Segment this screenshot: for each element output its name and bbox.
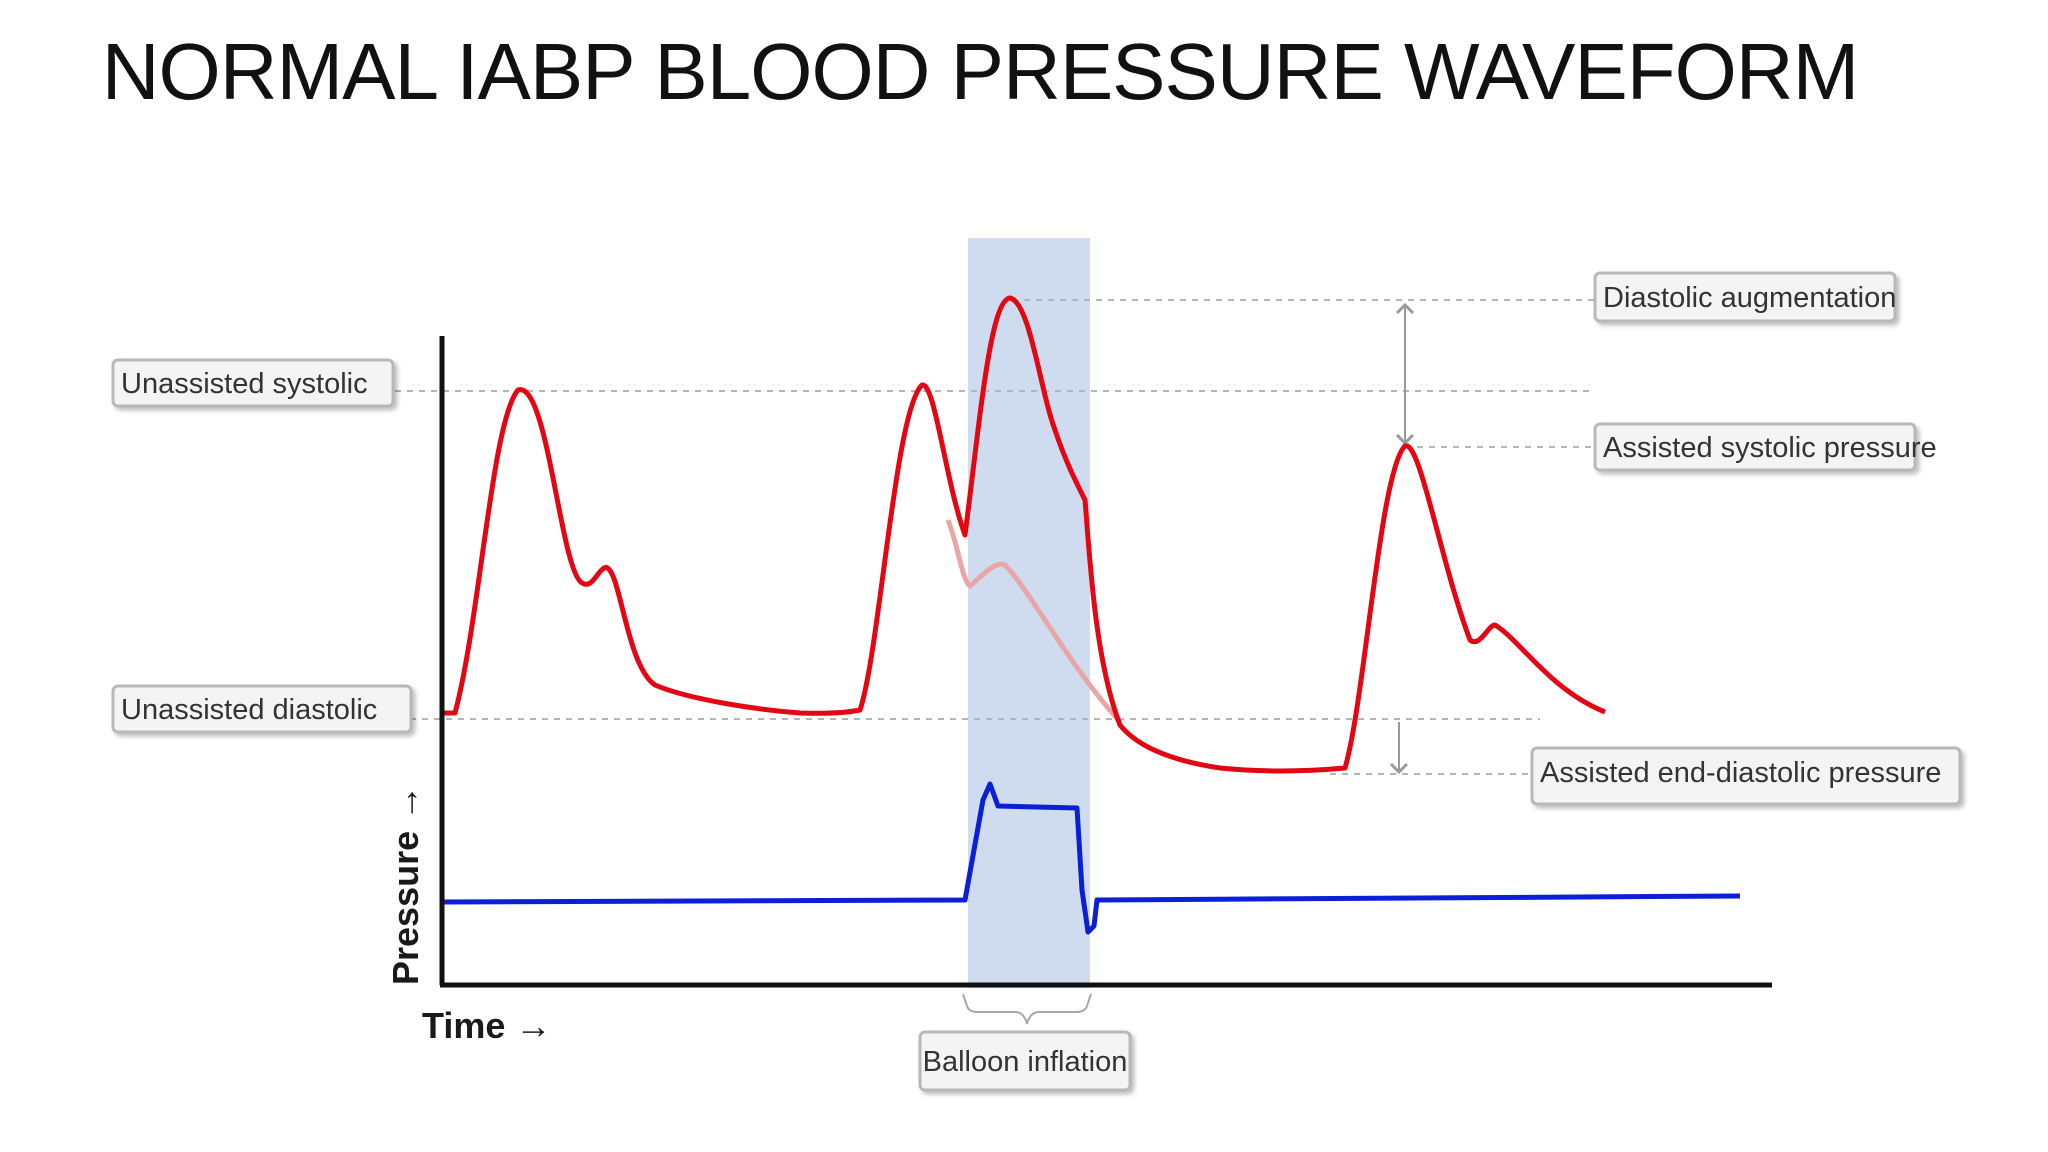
y-axis-label: Pressure → [385, 785, 426, 985]
callout-unassisted-diastolic-label: Unassisted diastolic [121, 694, 377, 726]
arterial-pressure-wave [442, 295, 1606, 774]
callout-balloon-inflation-label: Balloon inflation [923, 1046, 1128, 1078]
axes [439, 336, 1772, 988]
callout-diastolic-augmentation: Diastolic augmentation [1593, 271, 1897, 323]
callout-unassisted-systolic: Unassisted systolic [111, 358, 395, 408]
callout-unassisted-diastolic: Unassisted diastolic [111, 684, 413, 734]
callout-diastolic-augmentation-label: Diastolic augmentation [1603, 282, 1896, 314]
x-axis-label: Time → [422, 1005, 551, 1046]
unassisted-wave-ghost [945, 519, 1122, 724]
callout-unassisted-systolic-label: Unassisted systolic [121, 368, 368, 400]
callout-assisted-end-diastolic-label: Assisted end-diastolic pressure [1540, 757, 1941, 789]
balloon-inflation-band [968, 238, 1090, 988]
balloon-pressure-wave [441, 781, 1741, 935]
callout-assisted-end-diastolic: Assisted end-diastolic pressure [1530, 746, 1962, 806]
slide-title: NORMAL IABP BLOOD PRESSURE WAVEFORM [101, 27, 1859, 116]
balloon-inflation-brace [962, 993, 1092, 1025]
callout-assisted-systolic-label: Assisted systolic pressure [1603, 432, 1937, 464]
callout-balloon-inflation: Balloon inflation [918, 1030, 1132, 1092]
callout-assisted-systolic: Assisted systolic pressure [1593, 422, 1937, 472]
reference-lines [395, 299, 1595, 775]
